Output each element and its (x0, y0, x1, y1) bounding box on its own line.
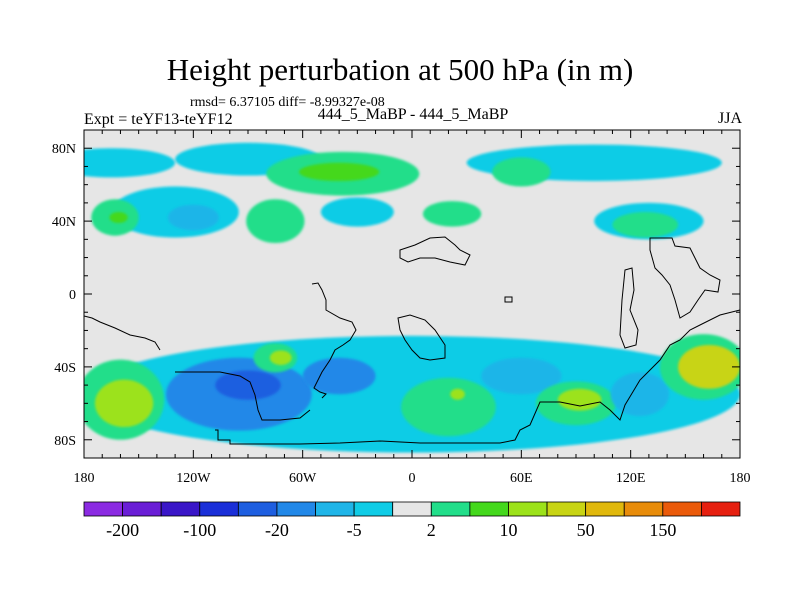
chart-title: Height perturbation at 500 hPa (in m) (166, 52, 634, 87)
contour-atlantic-south-high-core (450, 388, 465, 400)
coastline-pacific-island (504, 296, 513, 303)
contour-indian-south-low (481, 357, 562, 395)
season-label: JJA (717, 110, 742, 127)
coastline-europe (399, 236, 471, 266)
colorbar-swatch (276, 501, 316, 517)
colorbar-swatch (662, 501, 702, 517)
colorbar-swatch (585, 501, 625, 517)
colorbar-label: 50 (577, 520, 595, 540)
contour-asia-north-high (612, 212, 679, 238)
x-tick-label: 120W (176, 471, 211, 486)
x-tick-label: 60E (510, 471, 533, 486)
colorbar-swatch (508, 501, 548, 517)
colorbar-label: 2 (427, 520, 436, 540)
plot-area (84, 130, 740, 458)
contour-pacific-west-high-core (678, 345, 740, 389)
colorbar-label: 150 (649, 520, 676, 540)
coastline-indonesia (619, 267, 639, 349)
colorbar-label: -20 (265, 520, 289, 540)
colorbar-swatch (430, 501, 471, 517)
y-tick-label: 80N (52, 142, 76, 157)
run-label: 444_5_MaBP - 444_5_MaBP (317, 106, 509, 123)
contour-atlantic-central-low (320, 197, 394, 227)
colorbar-swatch (83, 501, 123, 517)
coastline-antarctica (215, 309, 740, 445)
coastline-south-america (311, 282, 357, 399)
coastline-layer (84, 236, 740, 445)
contour-south-pacific-low-core (215, 370, 281, 400)
colorbar-swatch (546, 501, 587, 517)
contour-atlantic-north-high-core (299, 162, 380, 182)
colorbar (83, 501, 741, 517)
contour-america-north-high (246, 199, 305, 243)
colorbar-swatch (237, 501, 278, 517)
y-tick-label: 80S (54, 434, 76, 449)
y-tick-label: 40S (54, 361, 76, 376)
contour-chile-high-core (269, 350, 292, 366)
contour-arctic-band (84, 148, 176, 178)
contour-layer (84, 142, 740, 453)
colorbar-label: 10 (499, 520, 517, 540)
colorbar-swatch (469, 501, 509, 517)
x-tick-label: 120E (616, 471, 646, 486)
colorbar-swatch (392, 501, 432, 517)
axis-tick-labels: 180 120W 60W 0 60E 120E 180 80N 40N 0 40S 80S (52, 142, 751, 486)
colorbar-swatch (623, 501, 664, 517)
colorbar-swatch (315, 501, 355, 517)
x-tick-label: 180 (730, 471, 751, 486)
colorbar-swatch (353, 501, 394, 517)
contour-siberia-high (492, 157, 551, 187)
colorbar-label: -5 (347, 520, 362, 540)
coastline-africa (397, 314, 446, 361)
colorbar-swatch (122, 501, 162, 517)
contour-indian-south-high-core (557, 388, 602, 411)
coastline-west-south (84, 315, 161, 351)
contour-pacific-north-high-core (109, 212, 128, 223)
contour-pacific-north-low-core (167, 204, 219, 231)
colorbar-labels: -200 -100 -20 -5 2 10 50 150 (106, 520, 676, 540)
colorbar-swatch (199, 501, 239, 517)
y-tick-label: 40N (52, 215, 76, 230)
y-tick-label: 0 (69, 288, 76, 303)
colorbar-label: -100 (183, 520, 216, 540)
x-tick-label: 180 (74, 471, 95, 486)
axis-ticks (83, 130, 741, 458)
contour-south-pacific-high-core (94, 379, 154, 428)
colorbar-swatch (160, 501, 201, 517)
contour-south-atlantic-low (302, 357, 376, 395)
contour-europe-high (422, 201, 482, 227)
coastline-japan (649, 237, 721, 319)
colorbar-swatch (701, 501, 741, 517)
contour-atlantic-south-high (401, 377, 496, 437)
x-tick-label: 0 (409, 471, 416, 486)
colorbar-label: -200 (106, 520, 139, 540)
contour-australia-south-low (610, 372, 669, 417)
experiment-label: Expt = teYF13-teYF12 (84, 111, 233, 128)
x-tick-label: 60W (289, 471, 317, 486)
coastline-south-pacific (175, 371, 311, 421)
stats-label: rmsd= 6.37105 diff= -8.99327e-08 (190, 95, 385, 110)
